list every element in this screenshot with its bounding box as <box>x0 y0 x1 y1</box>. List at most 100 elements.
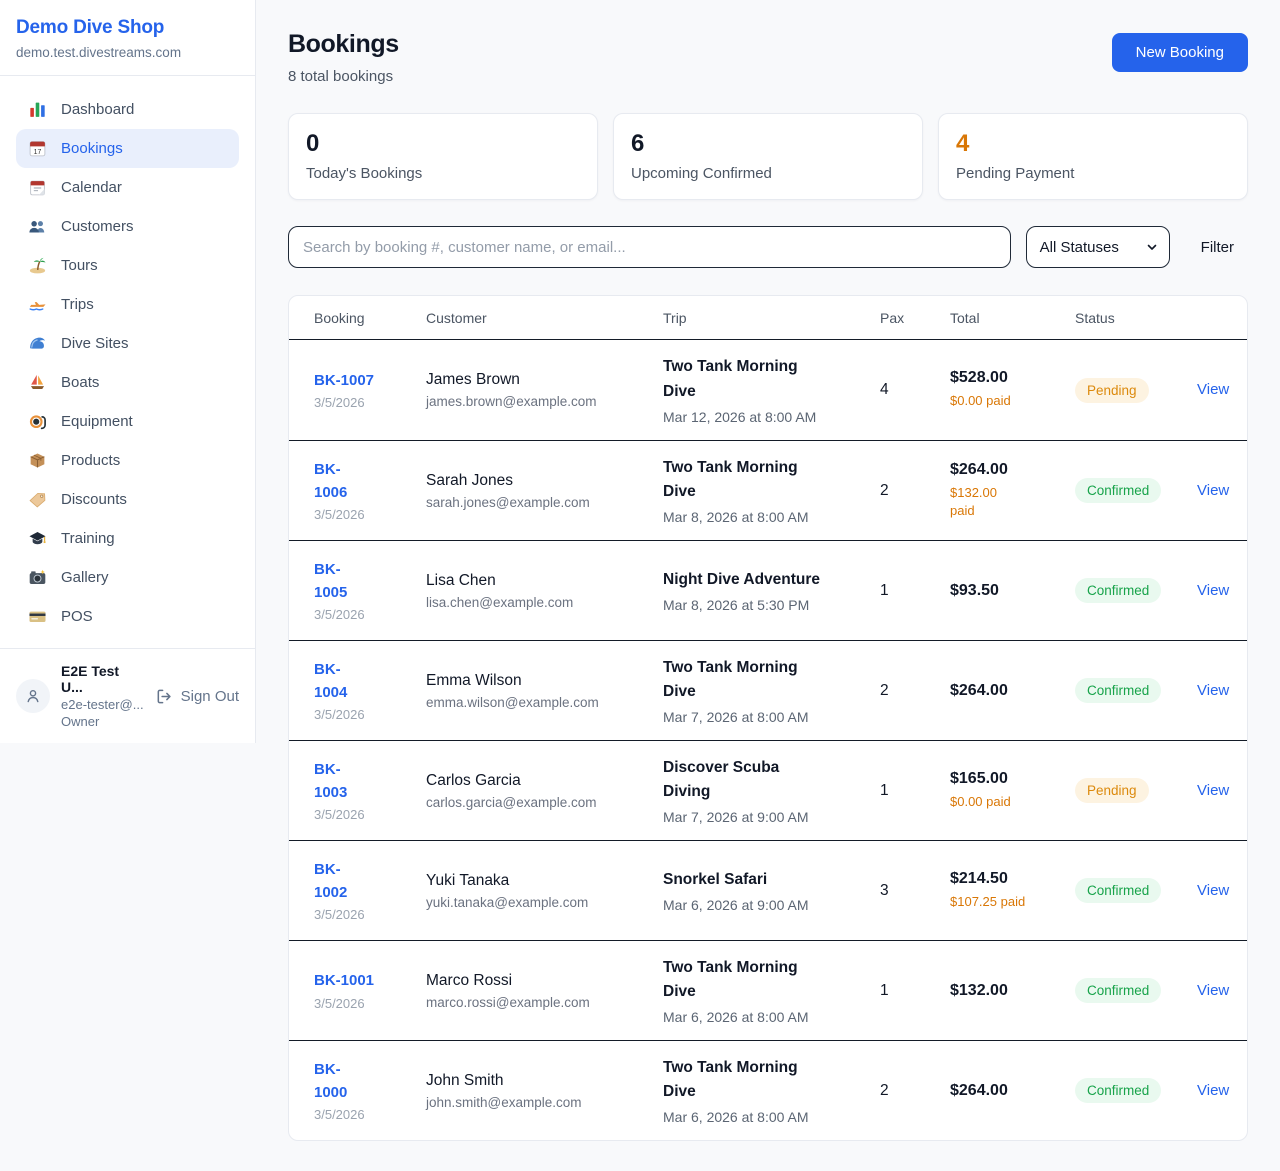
status-badge: Confirmed <box>1075 878 1162 903</box>
stat-card-upcoming-confirmed: 6 Upcoming Confirmed <box>613 113 923 200</box>
sidebar-item-label: Training <box>61 530 115 547</box>
pax-count: 1 <box>880 581 889 599</box>
sign-out-icon <box>157 689 171 703</box>
booking-id-link[interactable]: BK-1007 <box>314 371 375 389</box>
sidebar-item-label: Customers <box>61 218 134 235</box>
status-badge: Confirmed <box>1075 1078 1162 1103</box>
stat-card-pending-payment: 4 Pending Payment <box>938 113 1248 200</box>
stat-label: Today's Bookings <box>306 165 423 182</box>
trip-name: Two Tank Morning Dive <box>663 658 798 700</box>
view-link[interactable]: View <box>1197 781 1230 799</box>
trip-name: Snorkel Safari <box>663 870 768 888</box>
view-link[interactable]: View <box>1197 881 1230 899</box>
column-header-customer: Customer <box>426 310 487 326</box>
filter-button[interactable]: Filter <box>1187 231 1248 264</box>
sidebar-item-dive-sites[interactable]: Dive Sites <box>16 324 239 363</box>
stat-value: 6 <box>631 130 645 157</box>
table-row: BK-1007 3/5/2026 James Brown james.brown… <box>289 340 1247 440</box>
column-header-actions <box>1197 304 1247 331</box>
pax-count: 4 <box>880 381 889 398</box>
sidebar-item-label: Equipment <box>61 413 133 430</box>
status-badge: Confirmed <box>1075 578 1162 603</box>
status-badge: Pending <box>1075 377 1149 403</box>
bookings-icon: 17 <box>28 139 47 158</box>
sidebar: Demo Dive Shop demo.test.divestreams.com… <box>0 0 256 743</box>
user-role: Owner <box>61 714 100 729</box>
tours-icon <box>28 256 47 275</box>
pax-count: 2 <box>880 1081 889 1099</box>
person-icon <box>27 690 39 703</box>
sidebar-item-training[interactable]: Training <box>16 519 239 558</box>
table-row: BK- 1003 3/5/2026 Carlos Garcia carlos.g… <box>289 740 1247 840</box>
view-link[interactable]: View <box>1197 481 1230 499</box>
sidebar-item-label: Bookings <box>61 140 123 157</box>
trip-datetime: Mar 8, 2026 at 8:00 AM <box>663 509 809 526</box>
total-amount: $214.50 <box>950 869 1008 887</box>
sidebar-item-tours[interactable]: Tours <box>16 246 239 285</box>
avatar <box>16 679 50 713</box>
new-booking-button[interactable]: New Booking <box>1111 33 1248 72</box>
booking-created-date: 3/5/2026 <box>314 607 365 622</box>
trip-datetime: Mar 6, 2026 at 8:00 AM <box>663 1009 809 1026</box>
booking-created-date: 3/5/2026 <box>314 395 365 411</box>
trip-datetime: Mar 7, 2026 at 9:00 AM <box>663 809 809 826</box>
view-link[interactable]: View <box>1197 681 1230 699</box>
sidebar-item-gallery[interactable]: Gallery <box>16 558 239 597</box>
paid-amount: $0.00 paid <box>950 793 1011 809</box>
sidebar-item-pos[interactable]: POS <box>16 597 239 636</box>
table-row: BK- 1004 3/5/2026 Emma Wilson emma.wilso… <box>289 640 1247 740</box>
sidebar-item-discounts[interactable]: Discounts <box>16 480 239 519</box>
customer-email: james.brown@example.com <box>426 394 597 409</box>
customer-email: john.smith@example.com <box>426 1094 582 1110</box>
total-amount: $264.00 <box>950 681 1008 699</box>
total-amount: $132.00 <box>950 981 1008 999</box>
view-link[interactable]: View <box>1197 581 1230 599</box>
sidebar-item-label: Gallery <box>61 569 109 586</box>
calendar-icon <box>28 178 47 197</box>
customer-name: Carlos Garcia <box>426 771 521 789</box>
sidebar-item-customers[interactable]: Customers <box>16 207 239 246</box>
booking-created-date: 3/5/2026 <box>314 995 365 1011</box>
sidebar-item-trips[interactable]: Trips <box>16 285 239 324</box>
booking-created-date: 3/5/2026 <box>314 507 365 522</box>
booking-id-link[interactable]: BK- 1006 <box>314 461 348 501</box>
sidebar-item-calendar[interactable]: Calendar <box>16 168 239 207</box>
user-email: e2e-tester@... <box>61 697 144 712</box>
trip-name: Night Dive Adventure <box>663 570 821 588</box>
booking-id-link[interactable]: BK- 1005 <box>314 561 348 601</box>
sidebar-item-label: Boats <box>61 374 100 391</box>
booking-id-link[interactable]: BK- 1002 <box>314 861 348 901</box>
booking-id-link[interactable]: BK- 1000 <box>314 1061 348 1101</box>
status-filter-select[interactable]: All Statuses <box>1025 226 1170 268</box>
customers-icon <box>28 217 47 236</box>
sidebar-item-dashboard[interactable]: Dashboard <box>16 90 239 129</box>
customer-email: lisa.chen@example.com <box>426 594 574 610</box>
pax-count: 3 <box>880 881 889 899</box>
total-amount: $165.00 <box>950 769 1008 787</box>
dashboard-icon <box>28 100 47 119</box>
paid-amount: $107.25 paid <box>950 893 1026 909</box>
view-link[interactable]: View <box>1197 981 1230 999</box>
discounts-icon <box>28 490 47 509</box>
sidebar-item-boats[interactable]: Boats <box>16 363 239 402</box>
booking-id-link[interactable]: BK- 1004 <box>314 661 348 701</box>
shop-name: Demo Dive Shop <box>16 17 165 38</box>
sidebar-item-equipment[interactable]: Equipment <box>16 402 239 441</box>
view-link[interactable]: View <box>1197 381 1230 398</box>
booking-id-link[interactable]: BK-1001 <box>314 972 375 990</box>
table-row: BK-1001 3/5/2026 Marco Rossi marco.rossi… <box>289 940 1247 1040</box>
sidebar-item-products[interactable]: Products <box>16 441 239 480</box>
training-icon <box>28 529 47 548</box>
booking-created-date: 3/5/2026 <box>314 807 365 822</box>
view-link[interactable]: View <box>1197 1081 1230 1099</box>
booking-id-link[interactable]: BK- 1003 <box>314 761 348 801</box>
booking-created-date: 3/5/2026 <box>314 907 365 922</box>
gallery-icon <box>28 568 47 587</box>
stat-card-todays-bookings: 0 Today's Bookings <box>288 113 598 200</box>
sidebar-item-bookings[interactable]: 17 Bookings <box>16 129 239 168</box>
sidebar-item-label: Calendar <box>61 179 122 196</box>
customer-email: yuki.tanaka@example.com <box>426 894 589 910</box>
pax-count: 2 <box>880 681 889 699</box>
search-input[interactable] <box>288 226 1011 268</box>
sign-out-button[interactable]: Sign Out <box>155 687 239 706</box>
